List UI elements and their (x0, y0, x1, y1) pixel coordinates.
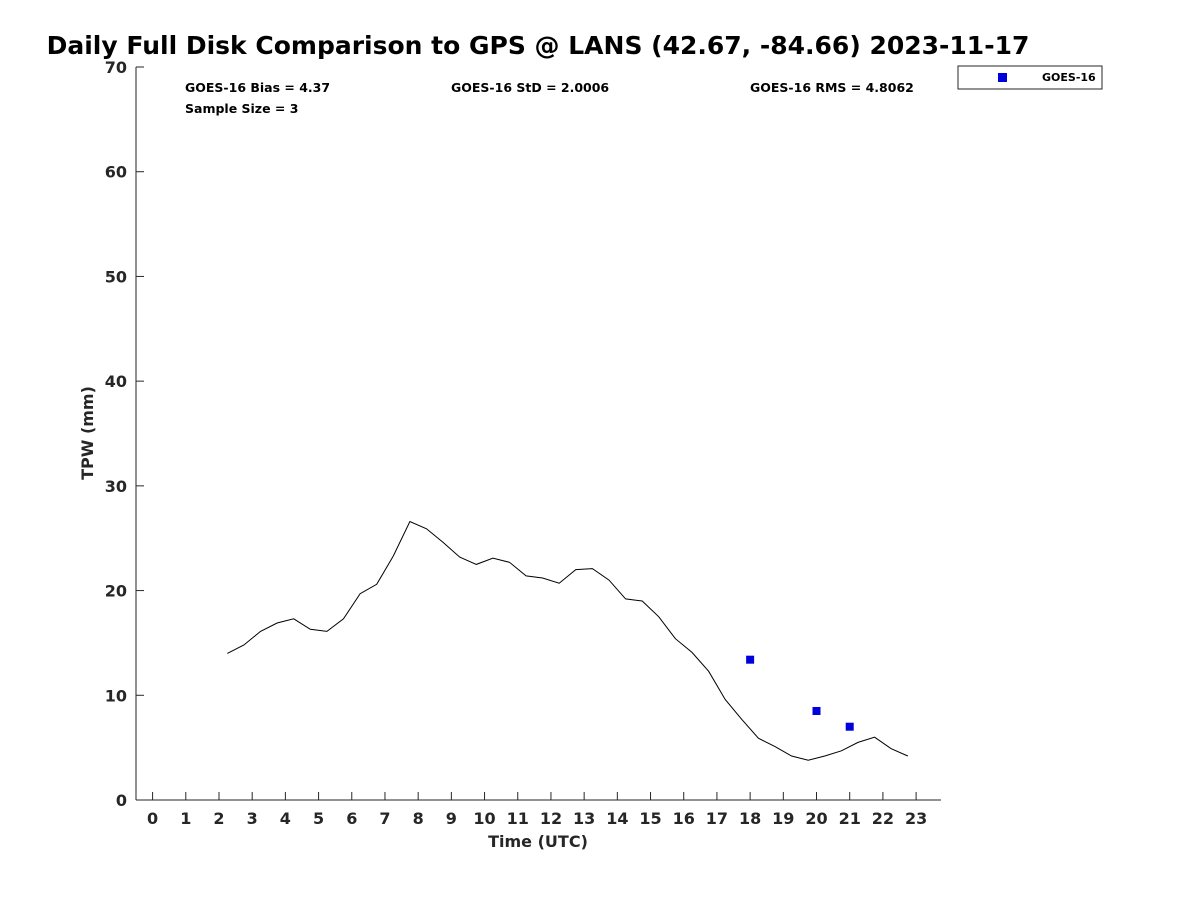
x-tick-label: 7 (379, 809, 390, 828)
y-tick-label: 60 (105, 163, 127, 182)
y-tick-label: 40 (105, 372, 127, 391)
legend: GOES-16 (957, 65, 1103, 90)
x-tick-label: 0 (147, 809, 158, 828)
x-tick-label: 11 (507, 809, 529, 828)
x-tick-label: 1 (180, 809, 191, 828)
x-tick-label: 8 (413, 809, 424, 828)
gps-tpw-line (227, 520, 909, 761)
chart-title: Daily Full Disk Comparison to GPS @ LANS… (47, 31, 1030, 60)
x-tick-label: 20 (805, 809, 827, 828)
y-tick-label: 70 (105, 58, 127, 77)
y-tick-label: 20 (105, 582, 127, 601)
x-tick-label: 17 (706, 809, 728, 828)
x-tick-label: 14 (606, 809, 628, 828)
y-axis-label: TPW (mm) (78, 386, 97, 480)
x-tick-label: 22 (872, 809, 894, 828)
y-tick-label: 30 (105, 477, 127, 496)
x-tick-label: 18 (739, 809, 761, 828)
axes (135, 67, 941, 801)
goes16-point (746, 655, 755, 664)
x-tick-label: 13 (573, 809, 595, 828)
x-tick-label: 6 (346, 809, 357, 828)
legend-label: GOES-16 (1042, 71, 1096, 84)
x-tick-label: 10 (473, 809, 495, 828)
x-tick-label: 5 (313, 809, 324, 828)
x-tick-label: 2 (213, 809, 224, 828)
sample-size-stat: Sample Size = 3 (185, 101, 298, 116)
legend-box (957, 65, 1103, 90)
y-tick-label: 10 (105, 686, 127, 705)
y-tick-label: 50 (105, 267, 127, 286)
x-ticks: 0 1 2 3 4 5 6 7 8 9 10 11 12 13 14 15 16 17 18 19 20 21 22 23 (147, 792, 927, 828)
goes16-point (812, 706, 821, 715)
x-tick-label: 3 (247, 809, 258, 828)
x-tick-label: 9 (446, 809, 457, 828)
x-tick-label: 4 (280, 809, 291, 828)
x-tick-label: 23 (905, 809, 927, 828)
rms-stat: GOES-16 RMS = 4.8062 (750, 80, 914, 95)
std-stat: GOES-16 StD = 2.0006 (451, 80, 609, 95)
y-tick-label: 0 (116, 791, 127, 810)
x-tick-label: 16 (673, 809, 695, 828)
bias-stat: GOES-16 Bias = 4.37 (185, 80, 330, 95)
x-tick-label: 12 (540, 809, 562, 828)
x-tick-label: 15 (639, 809, 661, 828)
y-ticks: 0 10 20 30 40 50 60 70 (105, 58, 144, 810)
x-axis-label: Time (UTC) (488, 832, 588, 851)
x-tick-label: 21 (839, 809, 861, 828)
x-tick-label: 19 (772, 809, 794, 828)
stats-annotations: GOES-16 Bias = 4.37 GOES-16 StD = 2.0006… (185, 80, 914, 116)
goes16-point (845, 722, 854, 731)
series (227, 520, 909, 761)
legend-marker (998, 73, 1007, 82)
